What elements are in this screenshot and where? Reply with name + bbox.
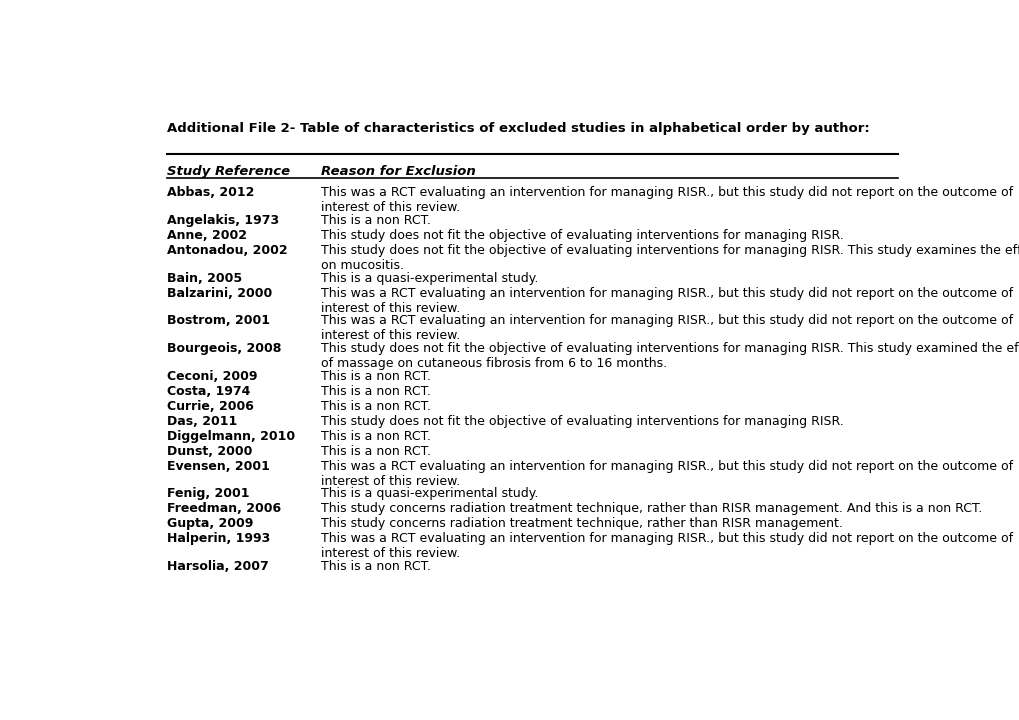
Text: This study does not fit the objective of evaluating interventions for managing R: This study does not fit the objective of… (321, 244, 1019, 272)
Text: This study does not fit the objective of evaluating interventions for managing R: This study does not fit the objective of… (321, 229, 843, 242)
Text: This was a RCT evaluating an intervention for managing RISR., but this study did: This was a RCT evaluating an interventio… (321, 186, 1012, 214)
Text: This is a non RCT.: This is a non RCT. (321, 384, 431, 397)
Text: Angelakis, 1973: Angelakis, 1973 (167, 214, 279, 227)
Text: Bain, 2005: Bain, 2005 (167, 271, 242, 284)
Text: Bostrom, 2001: Bostrom, 2001 (167, 314, 270, 328)
Text: Balzarini, 2000: Balzarini, 2000 (167, 287, 272, 300)
Text: Fenig, 2001: Fenig, 2001 (167, 487, 250, 500)
Text: Ceconi, 2009: Ceconi, 2009 (167, 369, 257, 383)
Text: Gupta, 2009: Gupta, 2009 (167, 517, 253, 530)
Text: This study concerns radiation treatment technique, rather than RISR management.: This study concerns radiation treatment … (321, 517, 843, 530)
Text: Additional File 2- Table of characteristics of excluded studies in alphabetical : Additional File 2- Table of characterist… (167, 122, 869, 135)
Text: This was a RCT evaluating an intervention for managing RISR., but this study did: This was a RCT evaluating an interventio… (321, 459, 1012, 487)
Text: Study Reference: Study Reference (167, 165, 289, 178)
Text: Anne, 2002: Anne, 2002 (167, 229, 247, 242)
Text: Das, 2011: Das, 2011 (167, 415, 237, 428)
Text: This is a quasi-experimental study.: This is a quasi-experimental study. (321, 487, 538, 500)
Text: Costa, 1974: Costa, 1974 (167, 384, 250, 397)
Text: Dunst, 2000: Dunst, 2000 (167, 444, 252, 457)
Text: This was a RCT evaluating an intervention for managing RISR., but this study did: This was a RCT evaluating an interventio… (321, 532, 1012, 560)
Text: This study concerns radiation treatment technique, rather than RISR management. : This study concerns radiation treatment … (321, 503, 981, 516)
Text: Evensen, 2001: Evensen, 2001 (167, 459, 270, 472)
Text: This is a non RCT.: This is a non RCT. (321, 560, 431, 573)
Text: Currie, 2006: Currie, 2006 (167, 400, 254, 413)
Text: Halperin, 1993: Halperin, 1993 (167, 532, 270, 545)
Text: This is a quasi-experimental study.: This is a quasi-experimental study. (321, 271, 538, 284)
Text: This is a non RCT.: This is a non RCT. (321, 214, 431, 227)
Text: Reason for Exclusion: Reason for Exclusion (321, 165, 476, 178)
Text: This study does not fit the objective of evaluating interventions for managing R: This study does not fit the objective of… (321, 342, 1019, 370)
Text: Abbas, 2012: Abbas, 2012 (167, 186, 254, 199)
Text: This was a RCT evaluating an intervention for managing RISR., but this study did: This was a RCT evaluating an interventio… (321, 287, 1012, 315)
Text: This is a non RCT.: This is a non RCT. (321, 369, 431, 383)
Text: Antonadou, 2002: Antonadou, 2002 (167, 244, 287, 257)
Text: Bourgeois, 2008: Bourgeois, 2008 (167, 342, 281, 355)
Text: Freedman, 2006: Freedman, 2006 (167, 503, 281, 516)
Text: Harsolia, 2007: Harsolia, 2007 (167, 560, 269, 573)
Text: This was a RCT evaluating an intervention for managing RISR., but this study did: This was a RCT evaluating an interventio… (321, 314, 1012, 342)
Text: This is a non RCT.: This is a non RCT. (321, 400, 431, 413)
Text: Diggelmann, 2010: Diggelmann, 2010 (167, 430, 294, 443)
Text: This study does not fit the objective of evaluating interventions for managing R: This study does not fit the objective of… (321, 415, 843, 428)
Text: This is a non RCT.: This is a non RCT. (321, 444, 431, 457)
Text: This is a non RCT.: This is a non RCT. (321, 430, 431, 443)
